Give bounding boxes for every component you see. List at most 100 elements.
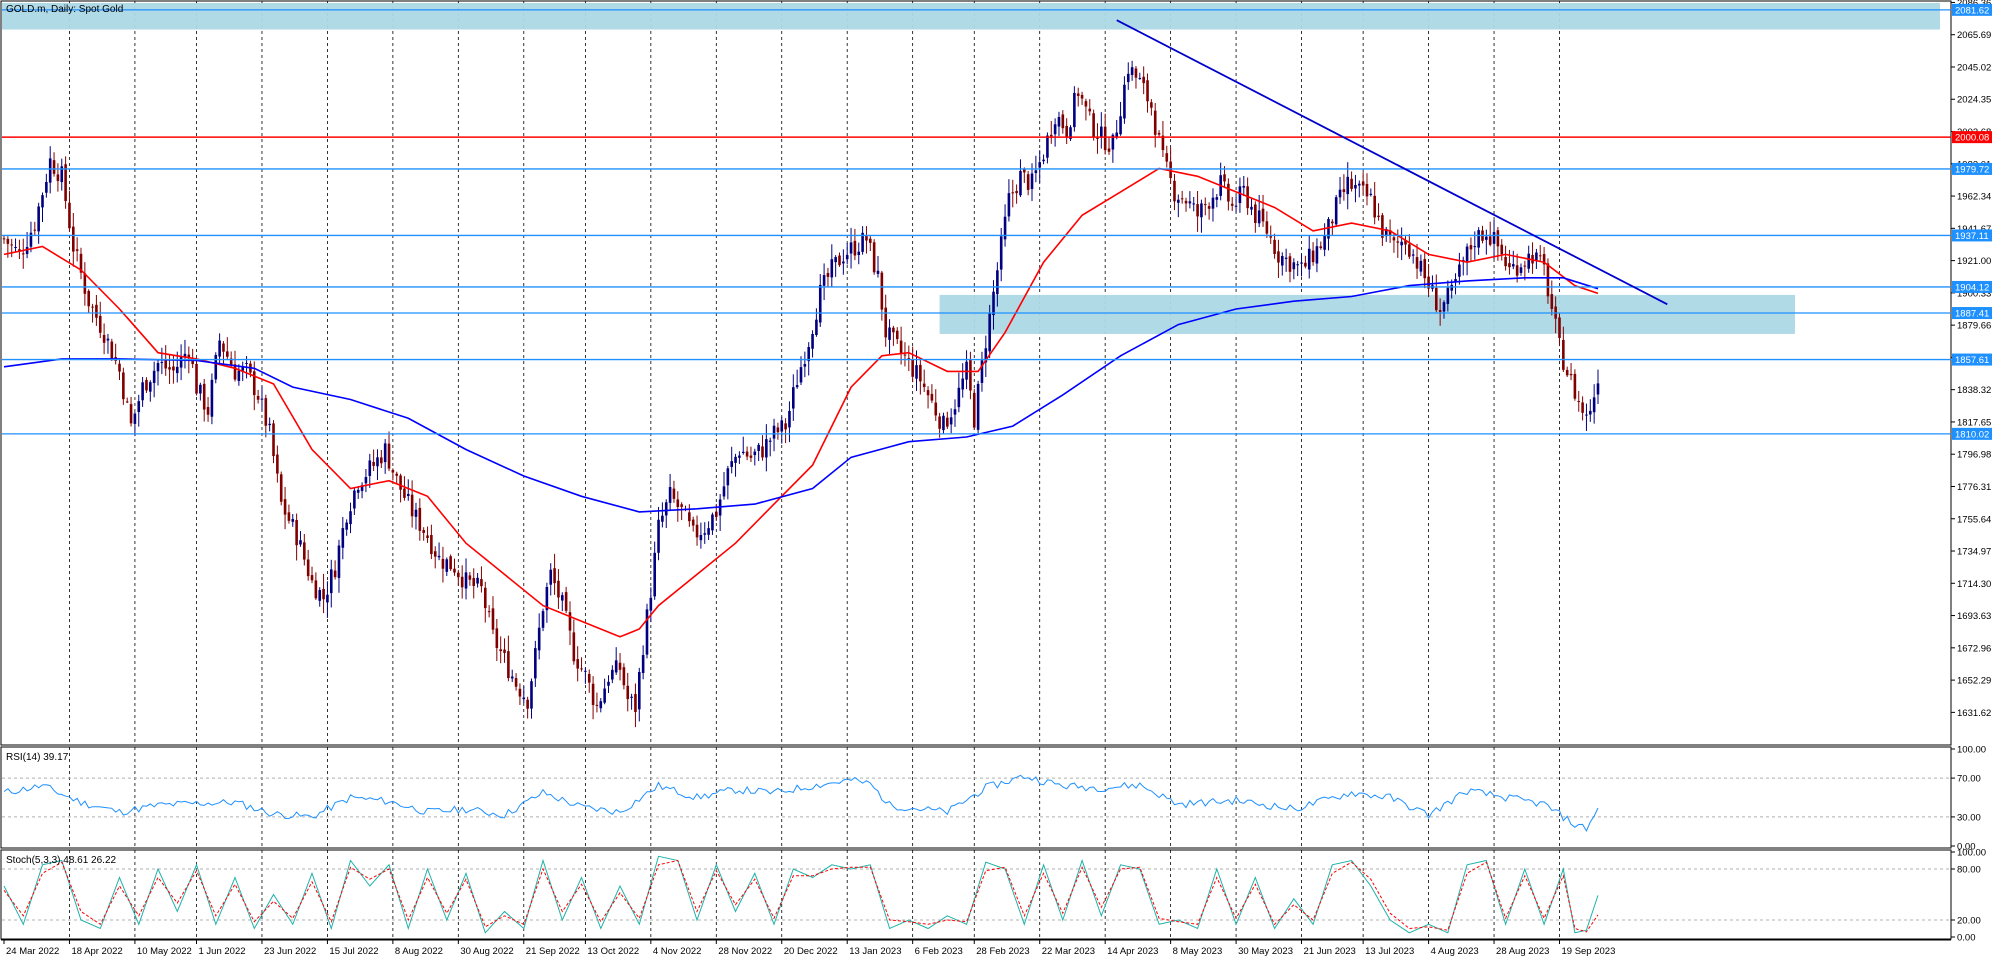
candle-body [799,367,803,383]
candle-body [1192,203,1196,205]
candle-body [1315,246,1319,264]
candle-body [1565,369,1569,376]
chart-title: GOLD.m, Daily: Spot Gold [6,4,123,15]
level-price-tag [1952,353,1992,366]
candle-body [661,515,664,522]
candle-body [849,242,853,254]
candle-body [1304,262,1307,267]
candle-body [383,443,387,463]
candle-body [765,439,768,458]
candle-body [722,486,726,497]
candle-body [1080,94,1084,99]
candle-body [349,511,352,525]
candle-body [191,359,194,365]
candle-body [1562,339,1565,370]
candle-body [1215,197,1219,200]
candle-body [380,457,383,464]
candle-body [1007,193,1011,217]
candle-body [853,240,857,256]
candle-body [611,669,614,680]
candle-body [591,683,595,705]
candle-body [664,502,668,516]
price-panel: 2086.362065.692045.022024.352003.681983.… [0,0,1992,746]
candle-body [741,451,745,454]
candle-body [1200,203,1203,218]
candle-body [1442,302,1446,312]
candle-body [899,340,903,353]
candle-body [1373,195,1376,218]
candle-body [29,232,33,247]
y-tick-label: 1734.97 [1957,547,1991,558]
y-tick-label: 1941.67 [1957,224,1991,235]
candle-body [553,568,556,584]
candle-body [872,242,876,273]
level-price-tag [1952,162,1992,175]
candle-body [299,540,302,545]
candle-body [179,356,183,368]
candle-body [353,490,356,509]
candle-body [472,578,476,586]
candle-body [999,236,1003,270]
candle-body [33,229,37,231]
candle-body [680,504,683,507]
candle-body [1384,229,1388,237]
candle-body [930,393,934,401]
candle-body [1126,73,1130,83]
candle-body [784,423,787,430]
y-tick-label: 1755.64 [1957,514,1991,525]
candle-body [1146,80,1149,102]
candle-body [761,446,764,458]
level-price-label: 1904.12 [1955,282,1989,293]
candle-body [276,454,279,474]
x-tick-label: 19 Sep 2023 [1561,946,1615,957]
candle-body [48,158,52,183]
candle-body [730,461,733,467]
candle-body [1165,153,1169,162]
candle-body [122,372,125,400]
level-price-label: 1810.02 [1955,429,1989,440]
candle-body [1049,134,1053,137]
candle-body [842,261,845,264]
candle-body [845,255,849,260]
x-tick-label: 10 May 2022 [137,946,192,957]
candle-body [587,673,591,683]
x-tick-label: 18 Apr 2022 [71,946,122,957]
candle-body [1042,159,1045,162]
candle-body [1350,178,1353,189]
candle-body [141,382,144,401]
candle-body [1069,127,1072,139]
candle-body [310,575,314,581]
candle-body [1404,239,1407,245]
candle-body [1369,193,1373,195]
candle-body [1177,199,1180,203]
candle-body [822,275,826,286]
candle-body [907,358,911,360]
x-tick-label: 28 Nov 2022 [718,946,772,957]
stochastic-tick-label: 100.00 [1957,848,1986,859]
candle-body [337,545,341,578]
candle-body [1161,135,1165,151]
candle-body [133,413,137,424]
candle-body [557,580,560,598]
candle-body [237,370,241,381]
candle-body [1300,262,1303,264]
candle-body [976,383,980,430]
candle-body [437,555,441,558]
candle-body [137,401,141,413]
candle-body [510,676,514,679]
candle-body [252,371,256,396]
candle-body [1254,204,1257,223]
candle-body [487,611,491,613]
candle-body [368,460,372,476]
candle-body [399,475,402,490]
y-tick-label: 1776.31 [1957,482,1991,493]
candle-body [1388,230,1392,236]
candle-body [1284,257,1288,259]
candle-body [1157,132,1161,135]
candle-body [1103,126,1107,151]
y-tick-label: 2065.69 [1957,30,1991,41]
candle-body [668,487,672,503]
candle-body [919,364,922,382]
level-price-label: 1937.11 [1955,231,1989,242]
candle-body [1053,124,1057,135]
